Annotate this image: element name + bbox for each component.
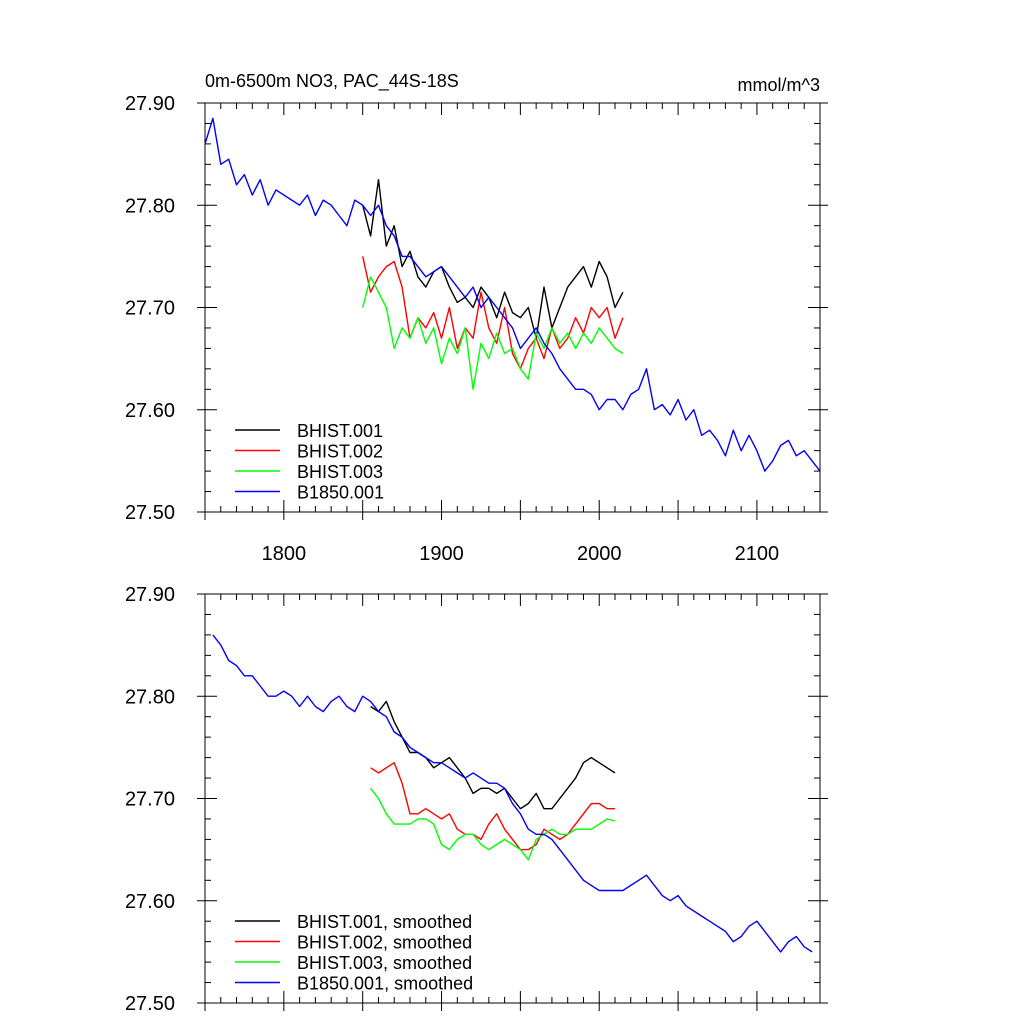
panel-2-legend-label-3: BHIST.003, smoothed bbox=[297, 953, 472, 973]
panel-2-legend-label-1: BHIST.001, smoothed bbox=[297, 912, 472, 932]
panel-1-legend-label-3: BHIST.003 bbox=[297, 462, 383, 482]
panel-2-y-tick-label: 27.70 bbox=[125, 789, 175, 811]
panel-1-x-tick-label: 2000 bbox=[577, 543, 622, 565]
panel-1-title-right: mmol/m^3 bbox=[738, 75, 820, 95]
panel-1-legend-label-1: BHIST.001 bbox=[297, 421, 383, 441]
panel-1-series-line-2 bbox=[362, 256, 624, 370]
panel-1-series-line-3 bbox=[362, 276, 624, 390]
panel-1-x-tick-label: 2100 bbox=[735, 543, 780, 565]
panel-1-x-tick-label: 1900 bbox=[419, 543, 464, 565]
panel-2-legend-label-4: B1850.001, smoothed bbox=[297, 974, 473, 994]
panel-2-y-tick-label: 27.60 bbox=[125, 891, 175, 913]
panel-2-y-tick-label: 27.50 bbox=[125, 993, 175, 1015]
panel-1-legend-label-2: BHIST.002 bbox=[297, 442, 383, 462]
panel-2-series-line-2 bbox=[370, 762, 615, 851]
panel-1-x-tick-label: 1800 bbox=[262, 543, 307, 565]
panel-2-series-line-4 bbox=[212, 634, 813, 953]
panel-2-legend-label-2: BHIST.002, smoothed bbox=[297, 933, 472, 953]
panel-1-y-tick-label: 27.90 bbox=[125, 93, 175, 115]
panel-1-series-line-4 bbox=[205, 117, 820, 472]
panel-2-y-tick-label: 27.80 bbox=[125, 686, 175, 708]
panel-1-y-tick-label: 27.80 bbox=[125, 195, 175, 217]
panel-2-y-tick-label: 27.90 bbox=[125, 584, 175, 606]
panel-2-series-line-3 bbox=[370, 787, 616, 861]
panel-1-legend-label-4: B1850.001 bbox=[297, 483, 384, 503]
panel-1-y-tick-label: 27.50 bbox=[125, 502, 175, 524]
panel-1-title-left: 0m-6500m NO3, PAC_44S-18S bbox=[205, 71, 459, 92]
panel-1-y-tick-label: 27.70 bbox=[125, 298, 175, 320]
panel-1-series-line-1 bbox=[362, 178, 624, 339]
panel-1-y-tick-label: 27.60 bbox=[125, 400, 175, 422]
panel-2-series-line-1 bbox=[370, 700, 616, 810]
